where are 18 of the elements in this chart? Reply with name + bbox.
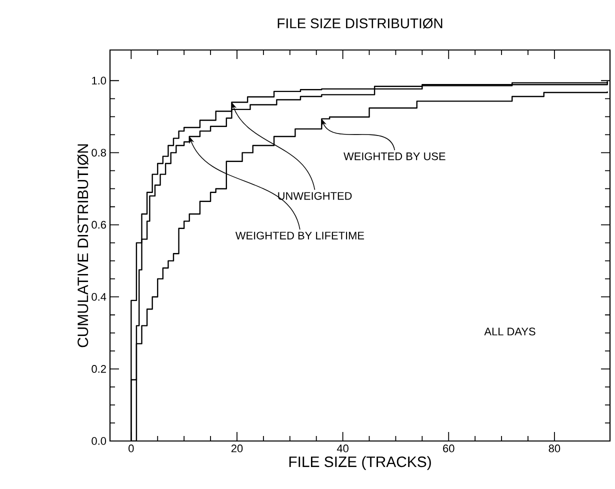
y-tick-label: 0.2 bbox=[92, 365, 106, 373]
y-axis-title: CUMULATIVE DISTRIBUTIØN bbox=[77, 144, 88, 348]
x-tick-label: 80 bbox=[548, 444, 560, 452]
x-tick-label: 0 bbox=[128, 444, 134, 452]
annotation: ALL DAYS bbox=[484, 328, 536, 336]
annotation: UNWEIGHTED bbox=[278, 192, 352, 200]
y-tick-label: 0.6 bbox=[92, 220, 106, 229]
y-tick-label: 0.8 bbox=[92, 148, 106, 157]
y-tick-label: 0.4 bbox=[92, 292, 106, 301]
annotation: WEIGHTED BY LIFETIME bbox=[235, 232, 364, 240]
y-tick-label: 0.0 bbox=[92, 437, 106, 445]
chart-title: FILE SIZE DISTRIBUTIØN bbox=[278, 18, 442, 28]
x-tick-label: 40 bbox=[336, 444, 348, 452]
x-tick-label: 60 bbox=[443, 444, 454, 452]
x-axis-title: FILE SIZE (TRACKS) bbox=[289, 456, 431, 470]
annotation: WEIGHTED BY USE bbox=[344, 152, 446, 160]
x-tick-label: 20 bbox=[231, 444, 243, 452]
y-tick-label: 1.0 bbox=[92, 76, 106, 85]
